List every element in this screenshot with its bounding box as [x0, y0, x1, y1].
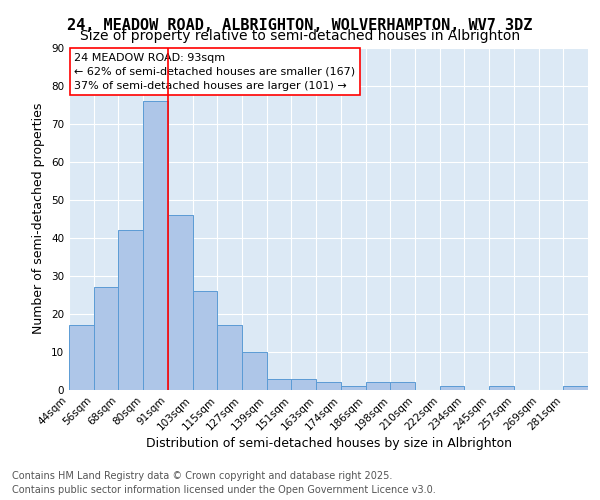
- Text: Contains public sector information licensed under the Open Government Licence v3: Contains public sector information licen…: [12, 485, 436, 495]
- Bar: [217, 326, 242, 390]
- Text: 24 MEADOW ROAD: 93sqm
← 62% of semi-detached houses are smaller (167)
37% of sem: 24 MEADOW ROAD: 93sqm ← 62% of semi-deta…: [74, 52, 355, 90]
- Bar: [341, 386, 365, 390]
- Y-axis label: Number of semi-detached properties: Number of semi-detached properties: [32, 103, 46, 334]
- Text: Size of property relative to semi-detached houses in Albrighton: Size of property relative to semi-detach…: [80, 29, 520, 43]
- Bar: [292, 378, 316, 390]
- Bar: [440, 386, 464, 390]
- Bar: [316, 382, 341, 390]
- Bar: [365, 382, 390, 390]
- Bar: [94, 287, 118, 390]
- Bar: [193, 291, 217, 390]
- Bar: [143, 101, 168, 390]
- Bar: [118, 230, 143, 390]
- Bar: [69, 326, 94, 390]
- Text: Contains HM Land Registry data © Crown copyright and database right 2025.: Contains HM Land Registry data © Crown c…: [12, 471, 392, 481]
- Bar: [390, 382, 415, 390]
- Bar: [242, 352, 267, 390]
- Bar: [267, 378, 292, 390]
- Text: 24, MEADOW ROAD, ALBRIGHTON, WOLVERHAMPTON, WV7 3DZ: 24, MEADOW ROAD, ALBRIGHTON, WOLVERHAMPT…: [67, 18, 533, 32]
- Bar: [563, 386, 588, 390]
- Bar: [489, 386, 514, 390]
- Bar: [168, 215, 193, 390]
- X-axis label: Distribution of semi-detached houses by size in Albrighton: Distribution of semi-detached houses by …: [146, 438, 511, 450]
